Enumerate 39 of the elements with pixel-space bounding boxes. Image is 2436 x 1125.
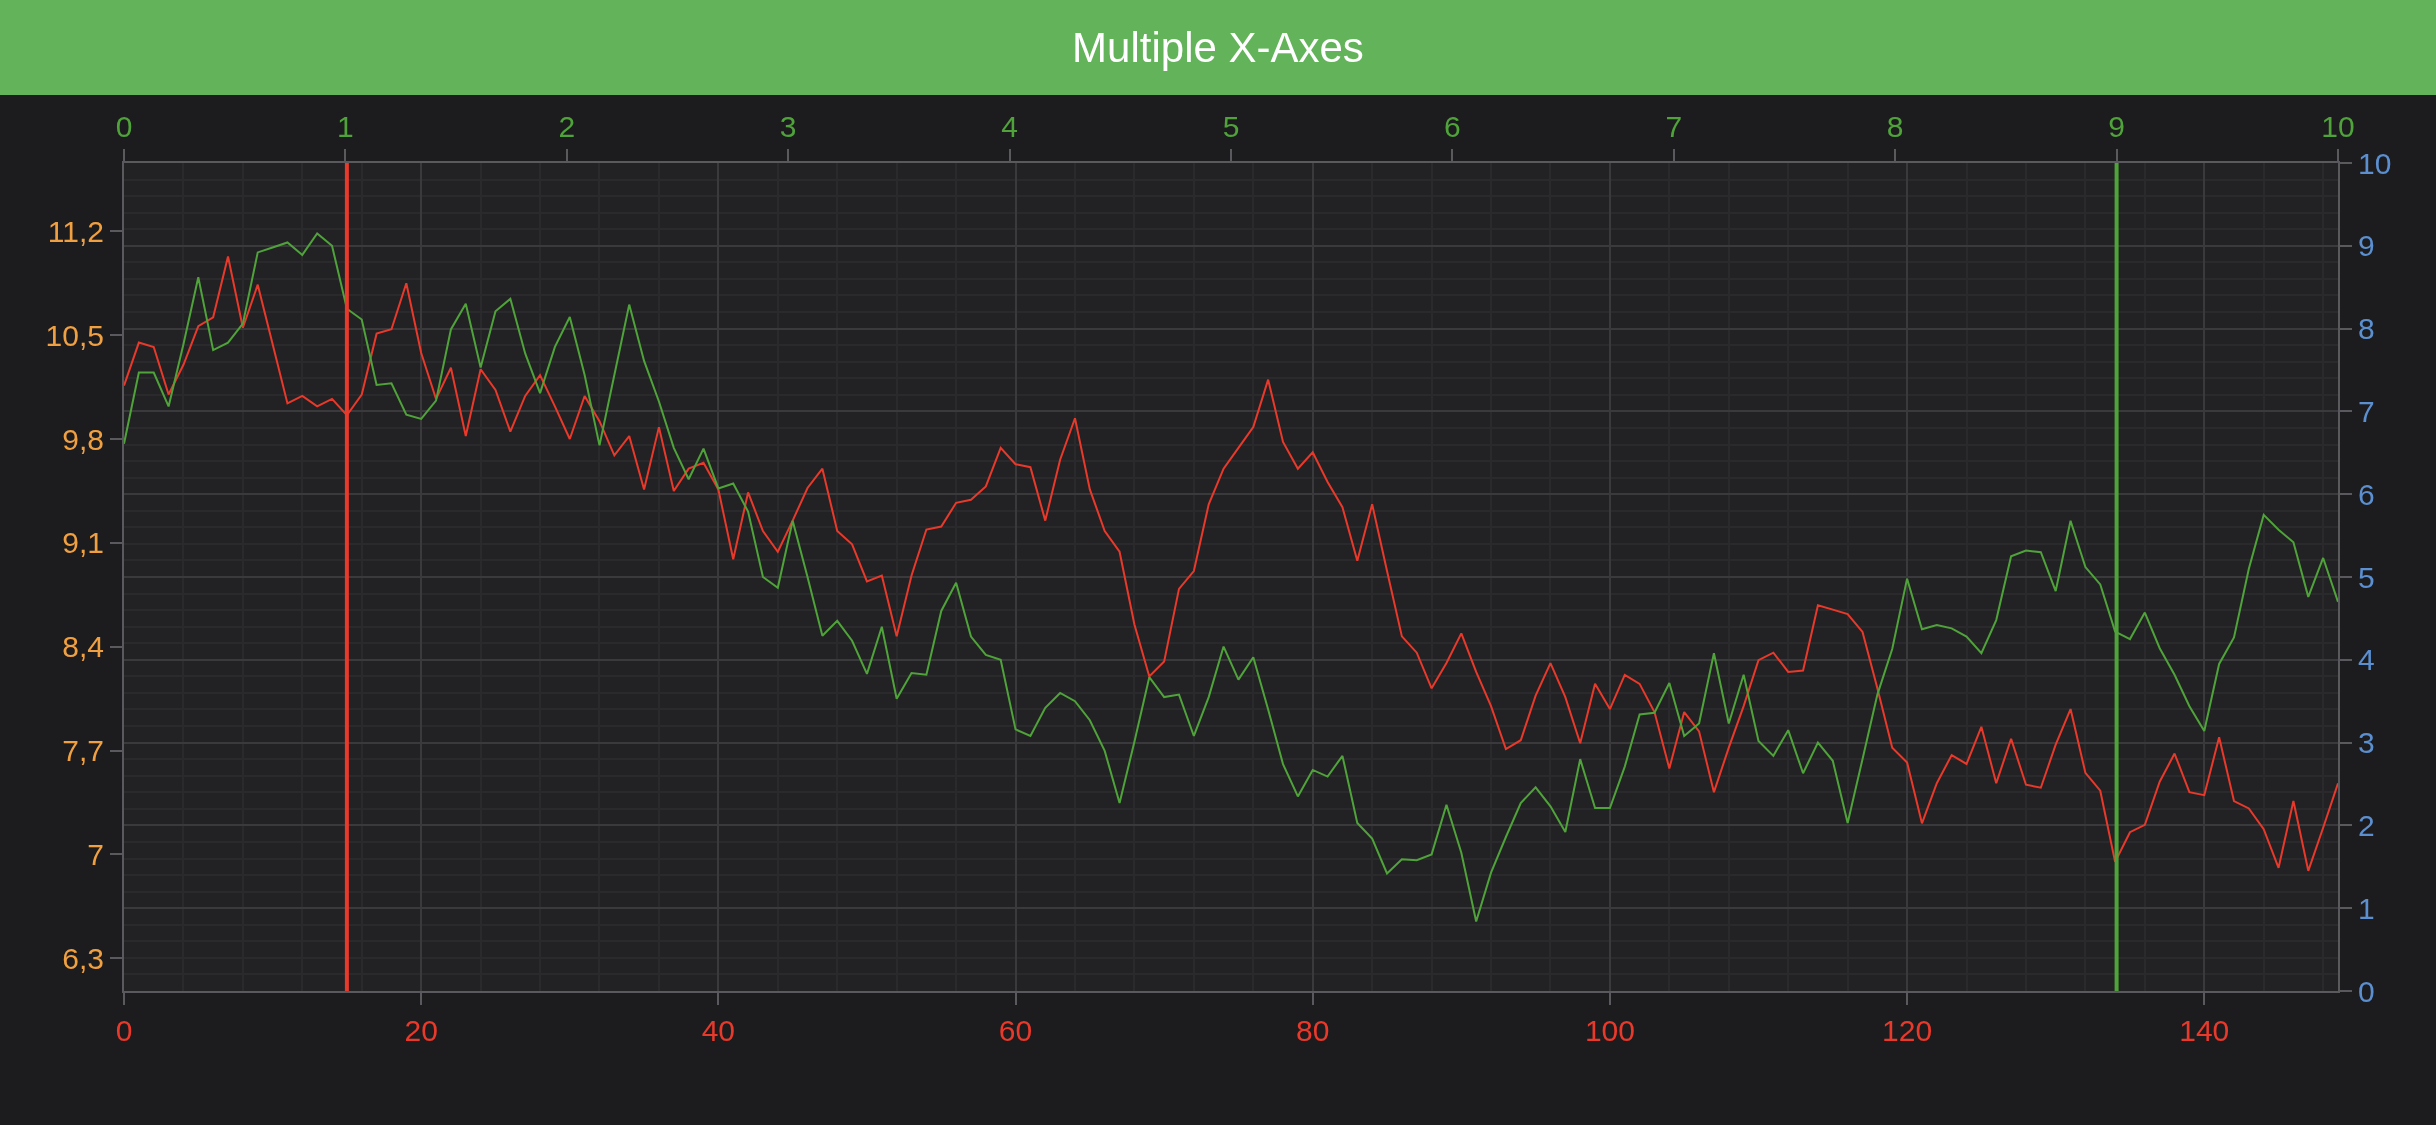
x2-tick-label: 10 (2321, 110, 2355, 143)
x2-tick-label: 8 (1886, 110, 1904, 143)
x-tick-label: 40 (701, 1014, 736, 1047)
x2-tick-label: 4 (1001, 110, 1018, 143)
y-tick-label: 7 (87, 837, 104, 871)
y-tick-label: 6,3 (62, 941, 104, 975)
y2-tick-label: 8 (2358, 312, 2375, 346)
y2-tick-label: 1 (2358, 891, 2375, 925)
y2-tick-label: 0 (2358, 974, 2375, 1008)
x-tick-label: 140 (2179, 1014, 2230, 1047)
x2-tick-label: 5 (1222, 110, 1240, 143)
x2-tick-label: 9 (2108, 110, 2125, 143)
y2-tick-label: 6 (2358, 477, 2375, 511)
x-tick-label: 20 (404, 1014, 438, 1047)
y-tick-label: 8,4 (62, 630, 104, 664)
chart-title: Multiple X-Axes (1072, 23, 1364, 71)
x2-tick-label: 1 (337, 110, 354, 143)
x-tick-label: 100 (1584, 1014, 1635, 1047)
y2-tick-label: 3 (2358, 726, 2375, 760)
y2-tick-label: 10 (2358, 146, 2392, 180)
x-tick-label: 0 (115, 1014, 133, 1047)
y2-tick-label: 2 (2358, 808, 2375, 842)
x2-tick-label: 3 (779, 110, 797, 143)
y-tick-label: 7,7 (62, 734, 104, 768)
x2-tick-label: 2 (558, 110, 576, 143)
x-tick-label: 60 (998, 1014, 1033, 1047)
y-tick-label: 9,1 (62, 526, 104, 560)
y-tick-label: 11,2 (47, 214, 104, 248)
y-tick-label: 10,5 (45, 318, 104, 352)
x-tick-label: 120 (1882, 1014, 1933, 1047)
x2-tick-label: 7 (1665, 110, 1683, 143)
y-tick-label: 9,8 (62, 422, 104, 456)
x2-tick-label: 6 (1444, 110, 1461, 143)
y2-tick-label: 9 (2358, 229, 2375, 263)
y2-tick-label: 5 (2358, 560, 2375, 594)
y2-tick-label: 4 (2358, 643, 2375, 677)
y2-tick-label: 7 (2358, 394, 2375, 428)
x-tick-label: 80 (1296, 1014, 1330, 1047)
x2-tick-label: 0 (115, 110, 133, 143)
